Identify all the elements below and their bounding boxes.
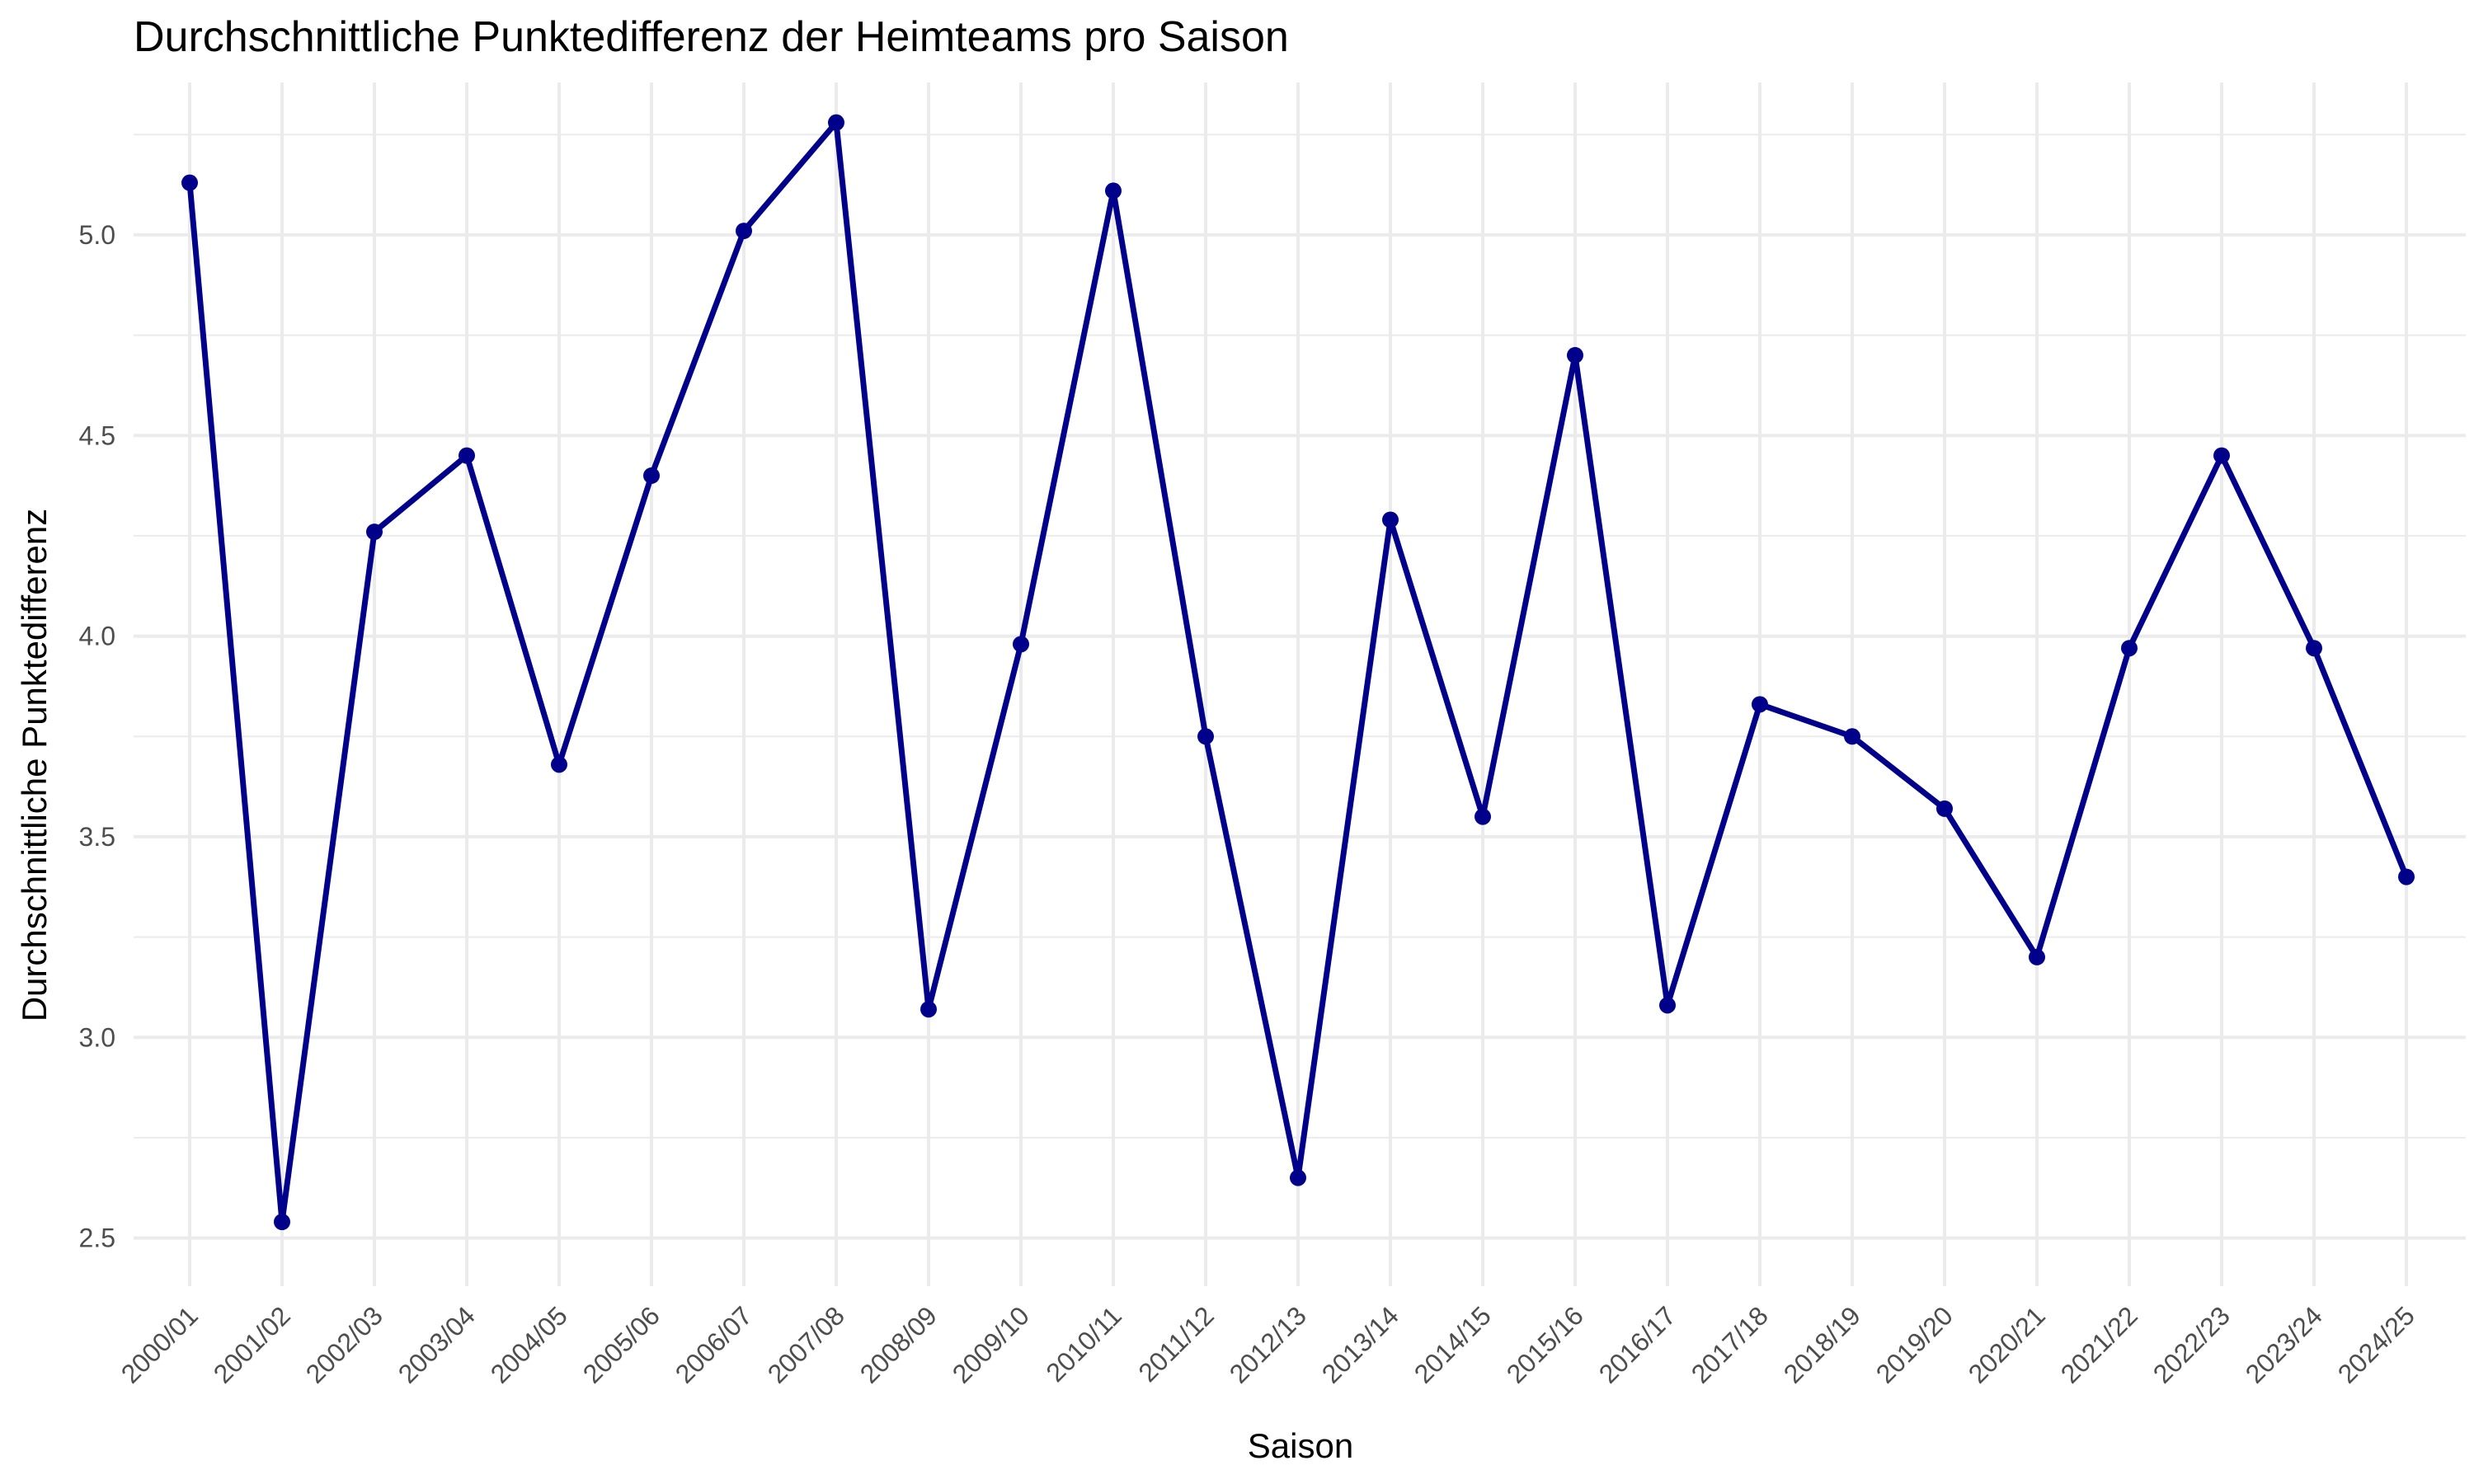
data-point [920,1001,937,1018]
data-point [643,467,660,484]
data-point [1197,728,1214,745]
x-tick-label: 2001/02 [208,1300,296,1388]
x-tick-label: 2022/23 [2147,1300,2236,1388]
x-tick-label: 2019/20 [1870,1300,1959,1388]
x-tick-label: 2011/12 [1132,1300,1220,1388]
x-tick-label: 2017/18 [1686,1300,1774,1388]
data-point [1936,800,1953,817]
x-tick-label: 2016/17 [1593,1300,1681,1388]
x-tick-label: 2004/05 [485,1300,573,1388]
data-point [551,756,567,773]
x-tick-label: 2014/15 [1409,1300,1497,1388]
grid [134,82,2466,1286]
data-point [2398,868,2415,885]
x-tick-label: 2024/25 [2332,1300,2420,1388]
x-tick-label: 2006/07 [670,1300,758,1388]
data-point [1844,728,1860,745]
x-tick-label: 2007/08 [762,1300,850,1388]
data-point [1290,1169,1306,1186]
data-point [2029,948,2045,965]
y-tick-label: 4.0 [79,622,115,651]
y-tick-label: 3.0 [79,1022,115,1052]
x-axis-title: Saison [1248,1426,1353,1465]
data-point [2213,447,2230,464]
x-tick-label: 2020/21 [1963,1300,2051,1388]
y-axis-ticks: 2.5 3.0 3.5 4.0 4.5 5.0 [79,220,115,1253]
x-axis-ticks: 2000/01 2001/02 2002/03 2003/04 2004/05 2005/… [115,1300,2420,1388]
data-point [1752,696,1768,713]
x-tick-label: 2013/14 [1316,1300,1404,1388]
x-tick-label: 2023/24 [2240,1300,2328,1388]
data-series [181,114,2415,1231]
x-tick-label: 2018/19 [1778,1300,1866,1388]
x-tick-label: 2010/11 [1040,1300,1127,1388]
y-tick-label: 4.5 [79,420,115,450]
data-point [1475,808,1491,825]
y-tick-label: 3.5 [79,822,115,852]
data-point [736,223,752,240]
x-tick-label: 2003/04 [393,1300,481,1388]
x-tick-label: 2005/06 [577,1300,666,1388]
data-point [828,114,844,131]
data-point [274,1214,290,1231]
x-tick-label: 2012/13 [1224,1300,1312,1388]
x-tick-label: 2002/03 [300,1300,388,1388]
data-point [2121,640,2138,657]
x-tick-label: 2021/22 [2055,1300,2143,1388]
y-tick-label: 2.5 [79,1223,115,1253]
y-axis-title: Durchschnittliche Punktedifferenz [15,509,54,1022]
data-point [1013,636,1029,653]
x-tick-label: 2015/16 [1501,1300,1589,1388]
data-point [2306,640,2322,657]
x-tick-label: 2000/01 [115,1300,204,1388]
data-point [366,524,383,541]
data-point [1382,511,1399,528]
x-tick-label: 2009/10 [947,1300,1035,1388]
x-tick-label: 2008/09 [854,1300,943,1388]
data-point [1105,182,1122,200]
data-point [1567,346,1583,364]
chart-title: Durchschnittliche Punktedifferenz der He… [134,13,1289,61]
data-point [1659,997,1676,1014]
data-point [459,447,475,464]
data-point [181,174,198,191]
y-tick-label: 5.0 [79,220,115,250]
